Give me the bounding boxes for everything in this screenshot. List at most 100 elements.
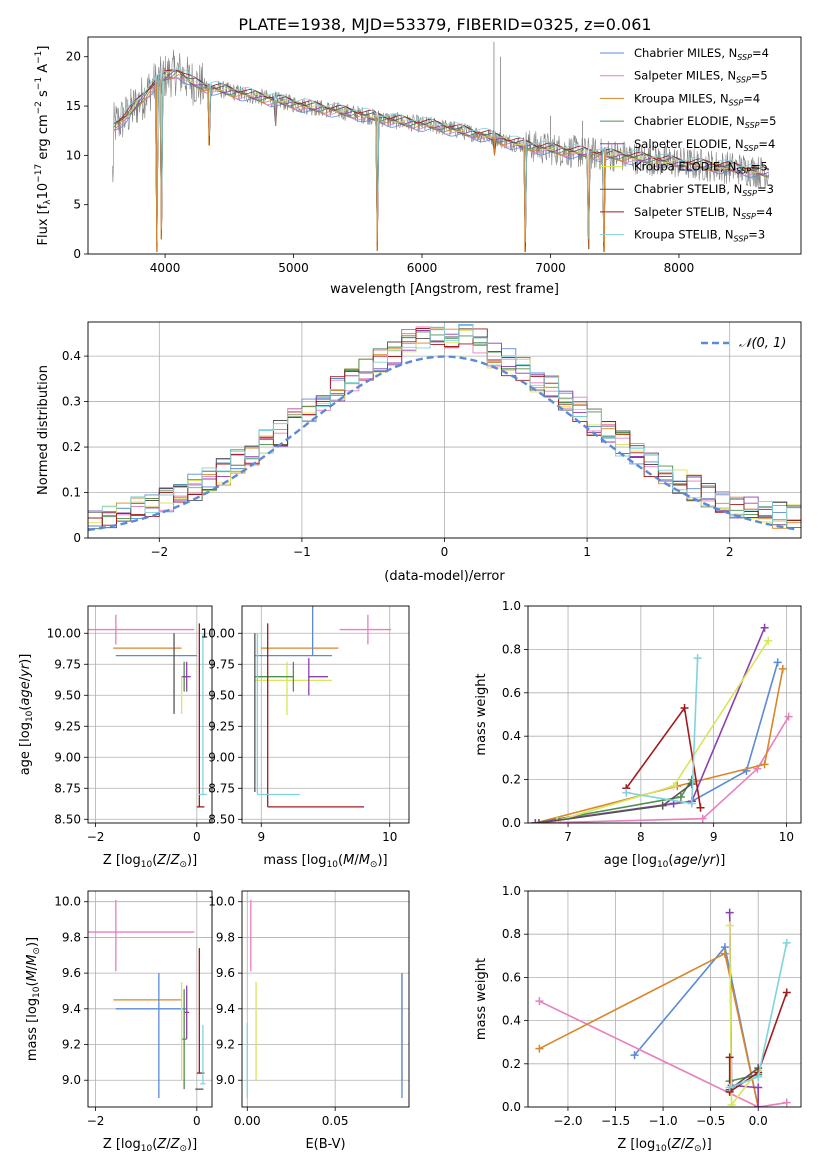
plot-area-mass-vs-ebv: [246, 899, 403, 1099]
weight-point-marker: [725, 921, 734, 930]
y-tick-label: 0.0: [502, 816, 521, 830]
panel-mass-vs-ebv: 0.00 0.05 9.0 9.2 9.4 9.6 9.8 10.0 E(B-V): [208, 890, 410, 1152]
y-axis-label-part: age: [18, 681, 33, 705]
y-tick-label: 1.0: [502, 884, 521, 898]
panel-spectrum: 4000 5000 6000 7000 8000 0 5 10 15 20 Chabrier MIL…: [34, 36, 802, 297]
legend-label-n: =4: [743, 91, 760, 105]
y-tick-label: 0.6: [502, 970, 521, 984]
axes-frame: [241, 605, 410, 824]
axes-frame: [87, 36, 802, 255]
axes-frame: [87, 605, 213, 824]
legend-label: Salpeter STELIB, NSSP=4: [634, 205, 773, 221]
x-axis-label-part: M: [359, 853, 370, 868]
weight-point-marker: [720, 949, 729, 958]
x-axis-label-part: Z [log: [103, 853, 141, 868]
weight-point-marker: [754, 1083, 763, 1092]
legend-label-sub: SSP: [737, 53, 752, 62]
y-axis-label-part: ⊙: [32, 947, 42, 955]
legend-label-sub: SSP: [744, 144, 759, 153]
weight-line-salpeter-miles: [535, 716, 790, 823]
weight-point-marker: [778, 664, 787, 673]
weight-point-marker: [760, 623, 769, 632]
y-tick-label: 0.4: [502, 729, 521, 743]
weight-point-marker: [754, 1072, 763, 1081]
y-axis-label-part: mass [log: [25, 998, 40, 1061]
x-tick-label: 0: [193, 830, 201, 844]
legend-label-text: Kroupa MILES, N: [634, 91, 729, 105]
normal-reference-curve: [88, 355, 799, 532]
y-tick-label: 9.8: [216, 930, 235, 944]
y-tick-label: 9.0: [216, 1073, 235, 1087]
x-axis-label-part: )]: [377, 853, 387, 868]
x-tick-label: −1.5: [601, 1114, 630, 1128]
y-axis-label-part: −17: [34, 164, 44, 183]
x-tick-label: 0: [193, 1114, 201, 1128]
y-tick-label: 0.6: [502, 686, 521, 700]
weight-point-marker: [676, 792, 685, 801]
spectrum-model-line-chabrier-stelib: [113, 69, 770, 253]
y-tick-label: 0: [73, 247, 81, 261]
x-tick-label: −2.0: [553, 1114, 582, 1128]
x-axis-label-part: /: [166, 853, 171, 868]
weight-point-marker: [773, 658, 782, 667]
legend-label: Salpeter MILES, NSSP=5: [634, 69, 768, 85]
y-axis-label-part: /: [25, 965, 40, 970]
y-axis-label-part: yr: [18, 662, 33, 678]
y-axis-label-part: λ: [43, 199, 53, 205]
y-tick-label: 9.6: [216, 966, 235, 980]
weight-point-marker: [535, 997, 544, 1006]
y-tick-label: 9.50: [54, 688, 81, 702]
panel-residuals: −2 −1 0 1 2 0 0.1 0.2 0.3 0.4 𝒩(0, 1) (data-model)/…: [36, 321, 802, 584]
y-tick-label: 8.75: [54, 781, 81, 795]
weight-point-marker: [696, 803, 705, 812]
plot-area-age-vs-z: [88, 614, 207, 808]
panel-age-vs-mass: 9 10 8.50 8.75 9.00 9.25 9.50 9.75 10.00 mass [lo…: [201, 605, 410, 870]
y-axis-label-part: age [log: [18, 722, 33, 775]
x-axis-label-part: /: [681, 1137, 686, 1152]
x-axis-label-part: (: [667, 1137, 672, 1152]
y-tick-label: 15: [66, 99, 81, 113]
legend-label-n: =5: [751, 69, 768, 83]
weight-point-marker: [782, 988, 791, 997]
weight-line-chabrier-miles: [535, 662, 779, 823]
y-tick-label: 9.8: [62, 930, 81, 944]
y-tick-label: 9.0: [62, 1073, 81, 1087]
y-axis-label-part: 10: [25, 710, 35, 722]
y-axis-label-part: )]: [18, 654, 33, 664]
x-tick-label: −0.5: [696, 1114, 725, 1128]
y-tick-label: 1.0: [502, 599, 521, 613]
y-tick-label: 10.0: [208, 895, 235, 909]
weight-point-marker: [760, 760, 769, 769]
x-tick-label: 0.00: [234, 1114, 261, 1128]
y-tick-label: 5: [73, 198, 81, 212]
x-axis-label-part: ⊙: [370, 860, 378, 870]
y-axis-label-part: Normed distribution: [36, 365, 51, 495]
x-axis-label-part: E(B-V): [305, 1137, 345, 1152]
legend-label: 𝒩(0, 1): [739, 336, 786, 351]
weight-point-marker: [698, 814, 707, 823]
y-axis-label-part: (: [25, 981, 40, 986]
x-tick-label: 0.05: [322, 1114, 349, 1128]
legend-label: Chabrier MILES, NSSP=4: [634, 46, 769, 62]
y-tick-label: 9.4: [62, 1002, 81, 1016]
x-tick-label: 7: [564, 830, 572, 844]
y-axis-label-part: mass weight: [474, 958, 489, 1040]
x-tick-label: 10: [382, 830, 397, 844]
spectrum-model-line-kroupa-miles: [113, 74, 769, 243]
legend-label-text: Chabrier ELODIE, N: [634, 114, 745, 128]
spectrum-model-line-kroupa-stelib: [113, 67, 770, 243]
x-tick-label: −2: [87, 830, 105, 844]
y-tick-label: 9.50: [208, 688, 235, 702]
plot-area-age-vs-mass: [254, 606, 392, 808]
x-axis-label-part: (: [338, 853, 343, 868]
y-axis-label-part: mass weight: [474, 673, 489, 755]
x-axis-label-part: Z: [156, 1137, 167, 1152]
y-tick-label: 0.2: [62, 440, 81, 454]
x-axis-label-part: )]: [715, 853, 725, 868]
legend-label-text: Chabrier MILES, N: [634, 46, 737, 60]
legend-label: Kroupa MILES, NSSP=4: [634, 91, 760, 107]
weight-point-marker: [784, 712, 793, 721]
x-axis-label-part: )]: [702, 1137, 712, 1152]
x-axis-label: E(B-V): [305, 1137, 345, 1152]
x-axis-label-part: mass [log: [263, 853, 326, 868]
